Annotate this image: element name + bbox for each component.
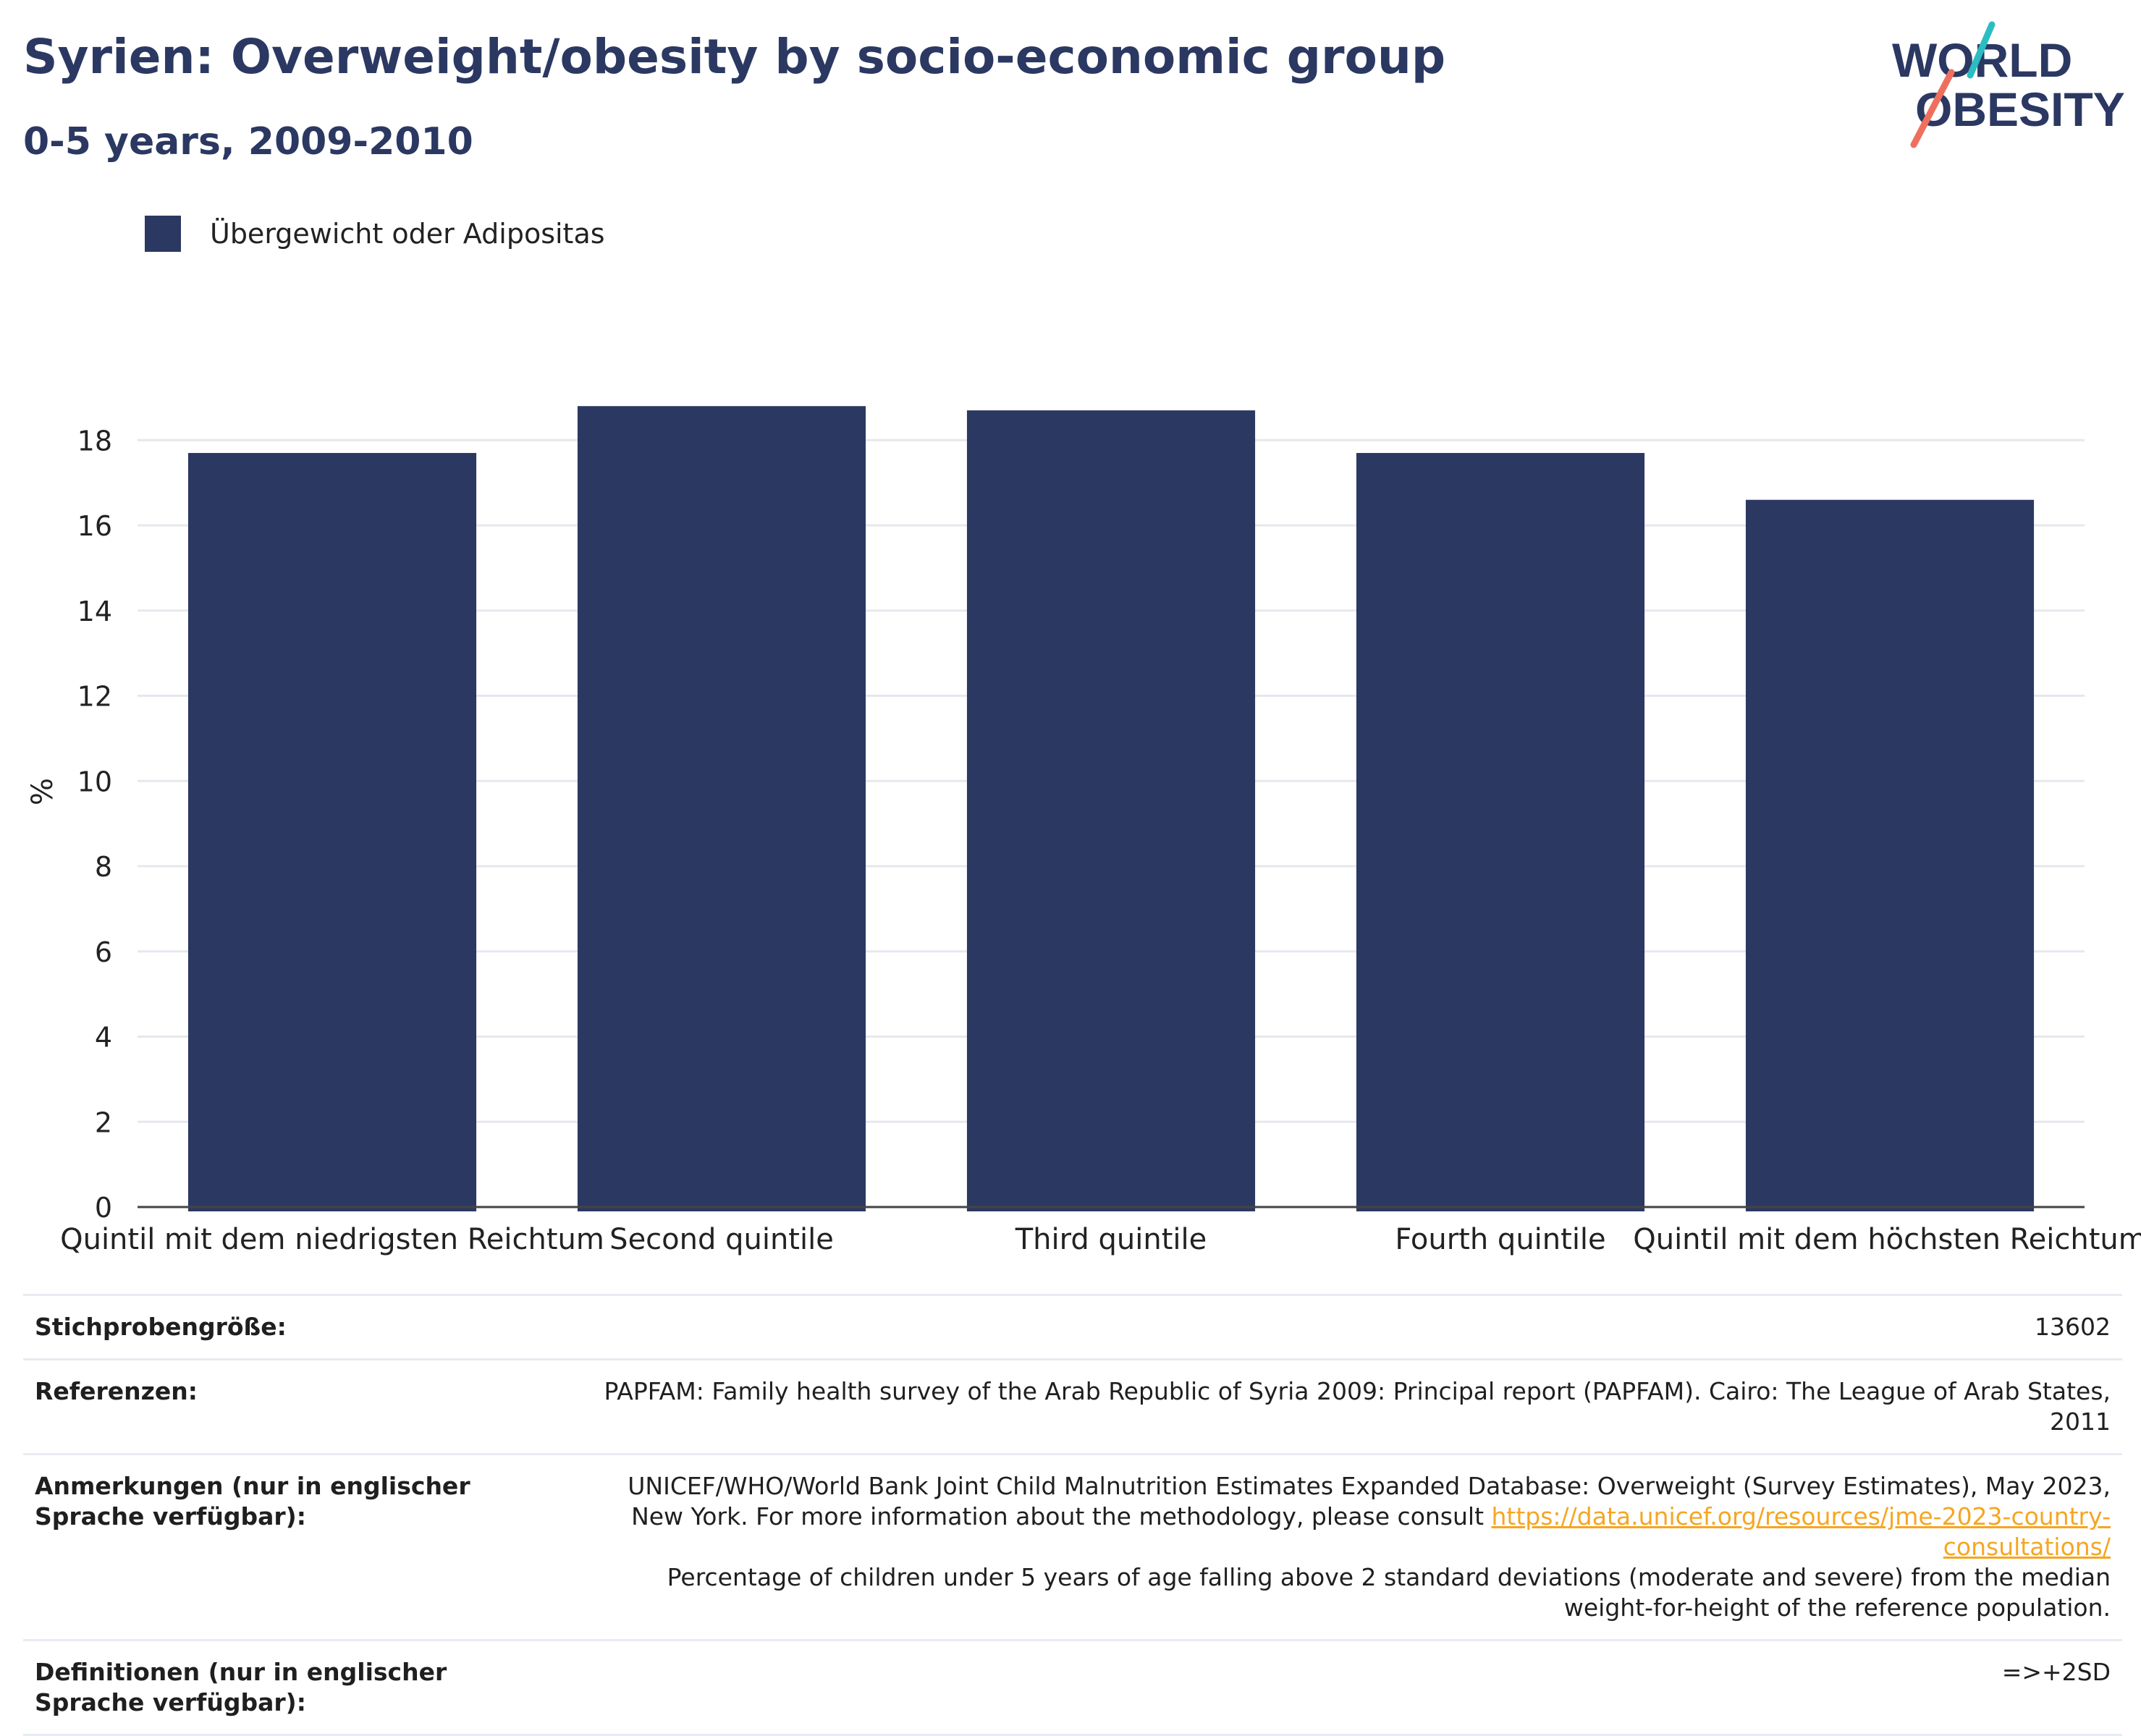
x-tick-label: Third quintile <box>1015 1223 1207 1256</box>
world-obesity-logo: WORLD OBESITY <box>1892 21 2125 148</box>
info-row-sample: Stichprobengröße: 13602 <box>23 1294 2122 1360</box>
sample-size-value: 13602 <box>567 1294 2122 1360</box>
notes-text-2: Percentage of children under 5 years of … <box>667 1563 2111 1622</box>
chart-title: Syrien: Overweight/obesity by socio-econ… <box>23 29 1446 85</box>
y-tick-label: 10 <box>77 766 112 797</box>
sample-size-label: Stichprobengröße: <box>23 1294 567 1360</box>
y-tick-label: 0 <box>95 1192 112 1224</box>
y-tick-label: 16 <box>77 510 112 542</box>
info-row-notes: Anmerkungen (nur in englischer Sprache v… <box>23 1453 2122 1641</box>
bar-chart: 0 2 4 6 8 10 12 14 16 18 Quintil mit dem niedrigs… <box>26 406 2141 1256</box>
legend[interactable]: Übergewicht oder Adipositas <box>145 213 605 254</box>
bar[interactable] <box>1356 452 1645 1211</box>
x-tick-label: Quintil mit dem höchsten Reichtum <box>1633 1223 2141 1256</box>
references-value: PAPFAM: Family health survey of the Arab… <box>567 1358 2122 1455</box>
legend-label: Übergewicht oder Adipositas <box>210 218 605 250</box>
definitions-value: =>+2SD <box>567 1639 2122 1736</box>
notes-link[interactable]: https://data.unicef.org/resources/jme-20… <box>1491 1502 2111 1561</box>
info-row-definitions: Definitionen (nur in englischer Sprache … <box>23 1639 2122 1736</box>
y-tick-label: 14 <box>77 596 112 627</box>
chart-subtitle: 0-5 years, 2009-2010 <box>23 120 473 164</box>
y-tick-label: 2 <box>95 1106 112 1138</box>
x-axis-ticks: Quintil mit dem niedrigsten Reichtum Seco… <box>60 1223 2141 1256</box>
logo-slash-teal <box>1967 21 1996 79</box>
bars <box>187 406 2035 1212</box>
legend-swatch <box>145 216 181 252</box>
y-tick-label: 6 <box>95 936 112 968</box>
notes-text-1: UNICEF/WHO/World Bank Joint Child Malnut… <box>628 1472 2111 1530</box>
bar[interactable] <box>1745 499 2035 1211</box>
logo-word-obesity: OBESITY <box>1915 82 2125 136</box>
y-axis-label: % <box>26 778 59 805</box>
bar[interactable] <box>187 452 477 1211</box>
x-tick-label: Quintil mit dem niedrigsten Reichtum <box>60 1223 604 1256</box>
info-table: Stichprobengröße: 13602 Referenzen: PAPF… <box>23 1294 2122 1736</box>
y-tick-label: 4 <box>95 1022 112 1054</box>
bar[interactable] <box>966 410 1256 1211</box>
y-tick-label: 18 <box>77 425 112 457</box>
y-tick-label: 8 <box>95 851 112 883</box>
definitions-label: Definitionen (nur in englischer Sprache … <box>23 1639 567 1736</box>
notes-label: Anmerkungen (nur in englischer Sprache v… <box>23 1453 567 1641</box>
info-row-references: Referenzen: PAPFAM: Family health survey… <box>23 1358 2122 1455</box>
x-tick-label: Second quintile <box>609 1223 834 1256</box>
y-tick-label: 12 <box>77 681 112 713</box>
references-label: Referenzen: <box>23 1358 567 1455</box>
y-axis-ticks: 0 2 4 6 8 10 12 14 16 18 <box>77 425 112 1224</box>
bar[interactable] <box>577 406 866 1212</box>
logo-slash-coral <box>1910 69 1955 148</box>
x-tick-label: Fourth quintile <box>1395 1223 1605 1256</box>
notes-value: UNICEF/WHO/World Bank Joint Child Malnut… <box>567 1453 2122 1641</box>
